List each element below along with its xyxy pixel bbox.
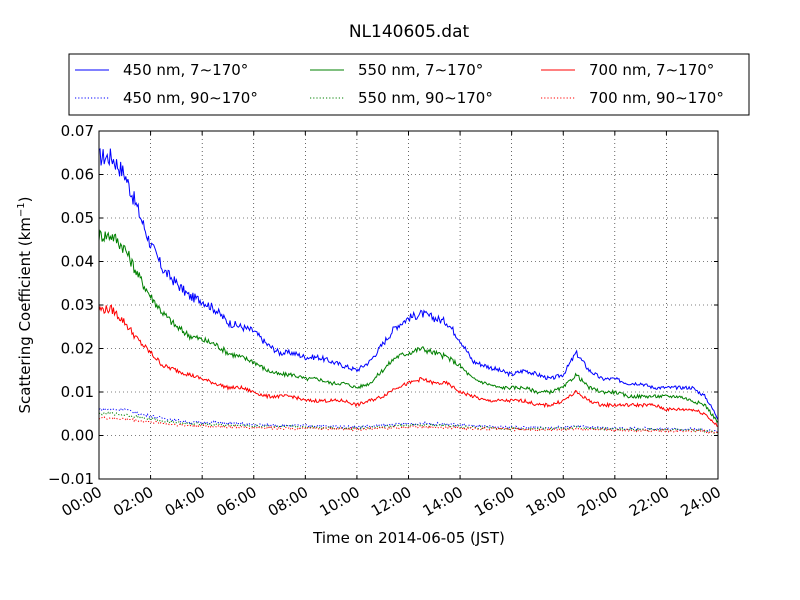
legend-label: 450 nm, 7∼170° xyxy=(123,61,248,79)
legend-label: 450 nm, 90∼170° xyxy=(123,89,258,107)
y-tick-label: 0.02 xyxy=(61,340,94,358)
y-axis-label-close: ) xyxy=(16,196,34,202)
y-tick-label: 0.00 xyxy=(61,427,94,445)
legend: 450 nm, 7∼170° 550 nm, 7∼170° 700 nm, 7∼17… xyxy=(68,53,750,116)
y-tick-label: 0.06 xyxy=(61,166,94,184)
y-tick-label: 0.05 xyxy=(61,209,94,227)
legend-label: 550 nm, 90∼170° xyxy=(358,89,493,107)
legend-box xyxy=(68,53,750,116)
series-line xyxy=(98,407,719,433)
y-axis-label: Scattering Coefficient (km−1) xyxy=(16,196,34,413)
series-line xyxy=(98,411,719,435)
y-tick-label: −0.01 xyxy=(48,470,94,488)
y-axis-label-superscript: −1 xyxy=(16,202,27,217)
plot-area: 00:00 02:00 04:00 06:00 08:00 10:00 12:00 14:00… xyxy=(48,122,724,520)
y-tick-label: 0.04 xyxy=(61,253,94,271)
chart-title: NL140605.dat xyxy=(349,22,470,42)
legend-label: 550 nm, 7∼170° xyxy=(358,61,483,79)
legend-label: 700 nm, 90∼170° xyxy=(589,89,724,107)
series-line xyxy=(98,304,719,428)
y-axis-label-main: Scattering Coefficient (km xyxy=(16,217,34,413)
series-line xyxy=(98,229,719,423)
plot-background xyxy=(99,131,718,479)
y-tick-label: 0.07 xyxy=(61,122,94,140)
series-line xyxy=(98,148,719,420)
series-layer xyxy=(98,148,719,435)
y-tick-label: 0.01 xyxy=(61,383,94,401)
x-axis-label: Time on 2014-06-05 (JST) xyxy=(312,529,505,547)
y-tick-label: 0.03 xyxy=(61,296,94,314)
legend-label: 700 nm, 7∼170° xyxy=(589,61,714,79)
